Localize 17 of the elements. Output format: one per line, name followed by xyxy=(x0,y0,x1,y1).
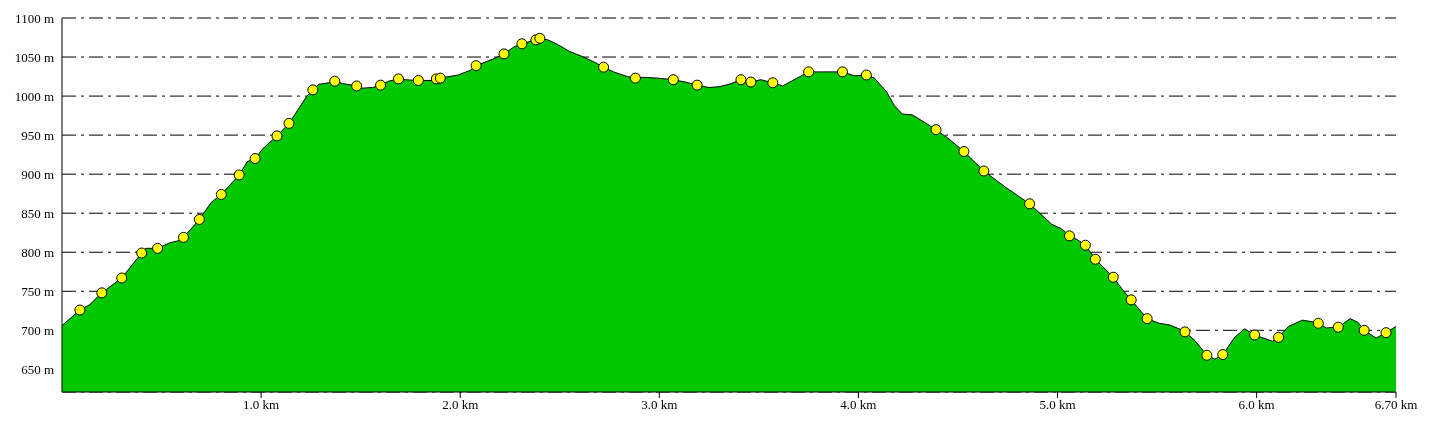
x-tick-label: 5.0 km xyxy=(1039,397,1076,413)
x-tick-label: 6.70 km xyxy=(1374,397,1418,413)
y-tick-label: 1000 m xyxy=(14,88,54,104)
y-tick-label: 1050 m xyxy=(14,49,54,65)
y-tick-label: 850 m xyxy=(21,205,54,221)
y-tick-label: 650 m xyxy=(21,361,54,377)
y-tick-label: 1100 m xyxy=(15,10,54,26)
y-tick-label: 900 m xyxy=(21,166,54,182)
y-tick-label: 950 m xyxy=(21,127,54,143)
x-tick-label: 3.0 km xyxy=(641,397,678,413)
y-tick-label: 700 m xyxy=(21,322,54,338)
x-tick-label: 6.0 km xyxy=(1238,397,1275,413)
x-tick-label: 1.0 km xyxy=(243,397,280,413)
x-tick-label: 4.0 km xyxy=(840,397,877,413)
y-tick-label: 800 m xyxy=(21,244,54,260)
y-tick-label: 750 m xyxy=(21,283,54,299)
x-tick-label: 2.0 km xyxy=(442,397,479,413)
